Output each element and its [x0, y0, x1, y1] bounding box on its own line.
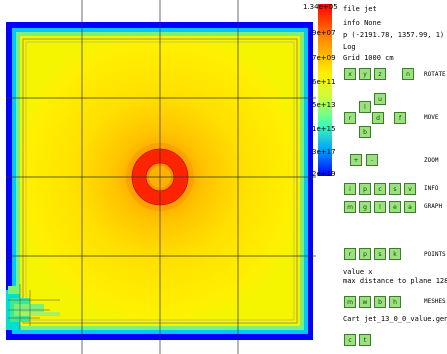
- control-panel: [338, 0, 447, 354]
- graph-g-button[interactable]: g: [359, 201, 371, 213]
- graph-m-button[interactable]: m: [344, 201, 356, 213]
- rotate-n-button[interactable]: n: [402, 68, 414, 80]
- file-name: file jet: [343, 5, 377, 13]
- colorbar-tick: 1.34e+05: [303, 3, 338, 11]
- max-distance: max distance to plane 128: [343, 277, 447, 285]
- rotate-x-button[interactable]: x: [344, 68, 356, 80]
- points-p-button[interactable]: p: [359, 248, 371, 260]
- cart-c-button[interactable]: c: [344, 334, 356, 346]
- grid-size: Grid 1000 cm: [343, 54, 394, 62]
- colorbar-tick: 1e+15: [312, 125, 336, 133]
- graph-e-button[interactable]: e: [389, 201, 401, 213]
- move-back-button[interactable]: b: [359, 126, 371, 138]
- section-info: INFO: [424, 185, 439, 192]
- move-down-button[interactable]: d: [372, 112, 384, 124]
- density-plot[interactable]: [0, 0, 316, 354]
- colorbar-tick: 3e+17: [312, 148, 336, 156]
- meshes-w-button[interactable]: w: [359, 296, 371, 308]
- section-move: MOVE: [424, 114, 439, 121]
- cart-t-button[interactable]: t: [359, 334, 371, 346]
- graph-a-button[interactable]: a: [404, 201, 416, 213]
- corner-structure: [6, 284, 60, 330]
- value-variable: value x: [343, 268, 373, 276]
- colorbar-tick: 9e+07: [312, 29, 336, 37]
- points-r-button[interactable]: r: [344, 248, 356, 260]
- meshes-m-button[interactable]: m: [344, 296, 356, 308]
- section-rotate: ROTATE: [424, 71, 446, 78]
- zoom-in-button[interactable]: +: [350, 154, 362, 166]
- section-meshes: MESHES: [424, 298, 446, 305]
- info-line: info None: [343, 19, 381, 27]
- rotate-y-button[interactable]: y: [359, 68, 371, 80]
- points-s-button[interactable]: s: [374, 248, 386, 260]
- rotate-z-button[interactable]: z: [374, 68, 386, 80]
- meshes-b-button[interactable]: b: [374, 296, 386, 308]
- graph-l-button[interactable]: l: [374, 201, 386, 213]
- move-up-button[interactable]: u: [374, 93, 386, 105]
- info-s-button[interactable]: s: [389, 183, 401, 195]
- colorbar-tick: 7e+09: [312, 54, 336, 62]
- colorbar-tick: 6e+11: [312, 78, 336, 86]
- scale-mode: Log: [343, 43, 356, 51]
- colorbar: [318, 4, 332, 176]
- move-right-button[interactable]: r: [344, 112, 356, 124]
- colorbar-tick: 2e+19: [312, 170, 336, 178]
- points-k-button[interactable]: k: [389, 248, 401, 260]
- point-coordinates: p (-2191.78, 1357.99, 1): [343, 31, 445, 39]
- grid-lines: [6, 0, 316, 354]
- colorbar-tick: 5e+13: [312, 101, 336, 109]
- cart-name: Cart jet_13_0_0_value.general: [343, 315, 447, 323]
- zoom-out-button[interactable]: -: [366, 154, 378, 166]
- meshes-h-button[interactable]: h: [389, 296, 401, 308]
- section-points: POINTS: [424, 251, 446, 258]
- section-graph: GRAPH: [424, 203, 443, 210]
- move-forward-button[interactable]: f: [394, 112, 406, 124]
- info-c-button[interactable]: c: [374, 183, 386, 195]
- info-v-button[interactable]: v: [404, 183, 416, 195]
- info-i-button[interactable]: i: [344, 183, 356, 195]
- info-p-button[interactable]: p: [359, 183, 371, 195]
- section-zoom: ZOOM: [424, 157, 439, 164]
- move-left-button[interactable]: l: [359, 101, 371, 113]
